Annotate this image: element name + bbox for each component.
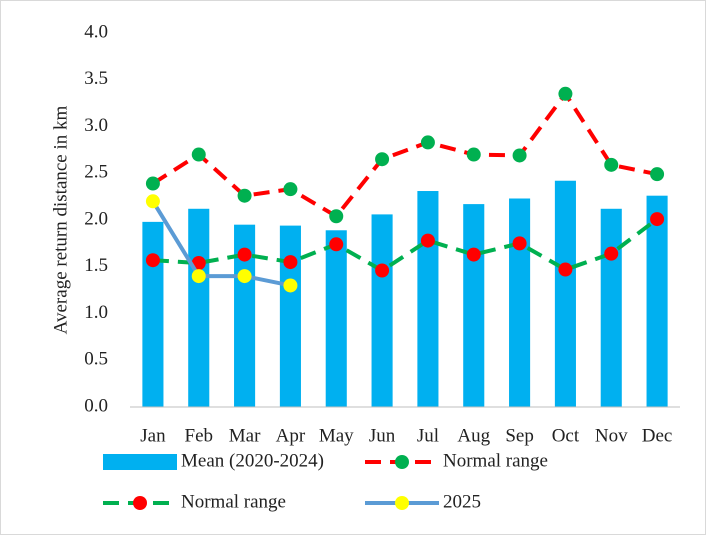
y-tick-label: 3.5 bbox=[84, 68, 108, 89]
y-tick-label: 1.0 bbox=[84, 302, 108, 323]
legend-marker bbox=[395, 455, 409, 469]
bar bbox=[325, 230, 347, 407]
bar bbox=[600, 208, 622, 407]
marker bbox=[558, 262, 573, 277]
marker bbox=[420, 233, 435, 248]
x-tick-label: Feb bbox=[185, 425, 214, 446]
marker bbox=[558, 86, 573, 101]
legend-label: 2025 bbox=[443, 491, 481, 512]
legend-swatch bbox=[103, 454, 177, 470]
marker bbox=[512, 148, 527, 163]
y-tick-label: 0.0 bbox=[84, 395, 108, 416]
legend-label: Normal range bbox=[181, 491, 286, 512]
marker bbox=[283, 255, 298, 270]
x-tick-label: Sep bbox=[505, 425, 534, 446]
marker bbox=[329, 237, 344, 252]
marker bbox=[375, 263, 390, 278]
marker bbox=[191, 269, 206, 284]
bar bbox=[554, 180, 576, 407]
x-tick-label: May bbox=[319, 425, 354, 446]
marker bbox=[191, 147, 206, 162]
x-tick-label: Dec bbox=[642, 425, 673, 446]
x-tick-label: Apr bbox=[276, 425, 306, 446]
marker bbox=[283, 182, 298, 197]
marker bbox=[466, 147, 481, 162]
marker bbox=[329, 209, 344, 224]
legend-marker bbox=[133, 496, 147, 510]
marker bbox=[145, 253, 160, 268]
y-tick-label: 3.0 bbox=[84, 115, 108, 136]
y-tick-label: 1.5 bbox=[84, 255, 108, 276]
x-tick-label: Aug bbox=[457, 425, 490, 446]
line bbox=[151, 91, 658, 219]
bar bbox=[234, 224, 256, 407]
marker bbox=[237, 269, 252, 284]
y-axis-label: Average return distance in km bbox=[50, 105, 71, 334]
marker bbox=[237, 247, 252, 262]
x-tick-label: Jun bbox=[369, 425, 396, 446]
y-tick-label: 2.0 bbox=[84, 208, 108, 229]
bar bbox=[188, 208, 210, 407]
line bbox=[152, 217, 659, 273]
marker bbox=[604, 157, 619, 172]
y-tick-label: 0.5 bbox=[84, 349, 108, 370]
y-tick-label: 2.5 bbox=[84, 162, 108, 183]
marker bbox=[145, 194, 160, 209]
x-tick-label: Oct bbox=[552, 425, 580, 446]
marker bbox=[604, 246, 619, 261]
legend-label: Normal range bbox=[443, 450, 548, 471]
bar bbox=[279, 225, 301, 407]
marker bbox=[237, 188, 252, 203]
marker bbox=[420, 135, 435, 150]
line bbox=[151, 200, 291, 288]
bar bbox=[646, 195, 668, 407]
bar bbox=[463, 204, 485, 407]
marker bbox=[650, 167, 665, 182]
marker bbox=[466, 247, 481, 262]
marker bbox=[512, 236, 527, 251]
marker bbox=[650, 212, 665, 227]
x-tick-label: Mar bbox=[229, 425, 261, 446]
marker bbox=[283, 278, 298, 293]
x-tick-label: Jul bbox=[417, 425, 439, 446]
marker bbox=[145, 176, 160, 191]
y-tick-label: 4.0 bbox=[84, 21, 108, 42]
bar bbox=[417, 191, 439, 407]
marker bbox=[191, 256, 206, 271]
bar bbox=[371, 214, 393, 407]
x-tick-label: Nov bbox=[595, 425, 628, 446]
x-tick-label: Jan bbox=[140, 425, 166, 446]
bar bbox=[142, 221, 164, 407]
marker bbox=[375, 152, 390, 167]
legend-label: Mean (2020-2024) bbox=[181, 450, 324, 471]
legend-marker bbox=[395, 496, 409, 510]
bar bbox=[509, 198, 531, 407]
